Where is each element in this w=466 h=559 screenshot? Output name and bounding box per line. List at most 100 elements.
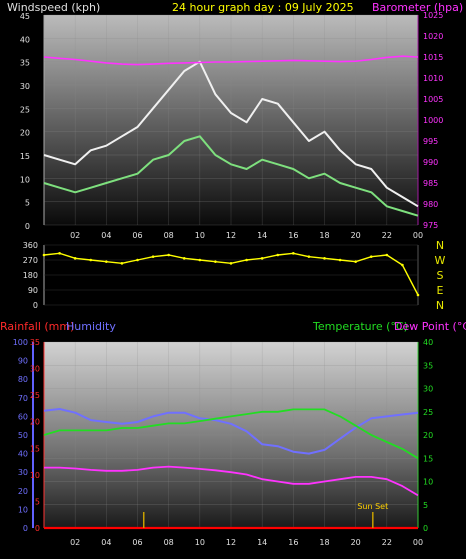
direction-point [369, 255, 373, 258]
pressure-tick-label: 995 [423, 137, 438, 146]
wind-x-tick-label: 04 [101, 231, 111, 240]
wind-tick-label: 20 [20, 129, 30, 138]
wind-x-tick-label: 14 [257, 231, 267, 240]
humidity-tick-label: 20 [18, 487, 28, 496]
wind-tick-label: 10 [20, 175, 30, 184]
temp-x-tick-label: 10 [195, 538, 205, 547]
temp-x-tick-label: 12 [226, 538, 236, 547]
rain-tick-label: 15 [30, 444, 40, 453]
humidity-tick-label: 0 [23, 524, 28, 533]
humidity-title: Humidity [66, 320, 116, 333]
humidity-tick-label: 100 [13, 338, 28, 347]
temperature-line [43, 408, 419, 460]
temp-x-tick-label: 18 [319, 538, 329, 547]
graph-date-title: 24 hour graph day : 09 July 2025 [172, 1, 354, 14]
direction-point [214, 260, 217, 263]
wind-tick-label: 30 [20, 82, 30, 91]
direction-tick-label: 270 [23, 256, 38, 265]
direction-point [354, 260, 357, 263]
temp-x-tick-label: 14 [257, 538, 267, 547]
humidity-tick-label: 50 [18, 431, 28, 440]
temp-tick-label: 10 [423, 478, 433, 487]
direction-point [151, 255, 155, 258]
rain-tick-label: 25 [30, 391, 40, 400]
wind-x-tick-label: 12 [226, 231, 236, 240]
direction-point [182, 257, 186, 260]
temp-x-tick-label: 08 [164, 538, 174, 547]
direction-point [198, 258, 202, 262]
pressure-tick-label: 985 [423, 179, 438, 188]
humidity-tick-label: 40 [18, 450, 28, 459]
sunset-label: Sun Set [357, 502, 388, 511]
pressure-tick-label: 1015 [423, 53, 443, 62]
barometer-title: Barometer (hpa) [372, 1, 463, 14]
rain-tick-label: 5 [35, 497, 40, 506]
temp-x-tick-label: 00 [413, 538, 423, 547]
pressure-tick-label: 980 [423, 200, 438, 209]
humidity-tick-label: 70 [18, 394, 28, 403]
direction-point [89, 258, 93, 262]
direction-point [338, 258, 342, 262]
humidity-tick-label: 90 [18, 357, 28, 366]
wind-average-line [43, 135, 419, 217]
direction-tick-label: 180 [23, 271, 38, 280]
direction-point [276, 253, 280, 257]
temp-x-tick-label: 20 [351, 538, 361, 547]
temp-tick-label: 0 [423, 524, 428, 533]
direction-point [120, 262, 124, 265]
pressure-tick-label: 1005 [423, 95, 443, 104]
wind-tick-label: 35 [20, 59, 30, 68]
direction-grid [44, 244, 418, 306]
rain-tick-label: 10 [30, 471, 40, 480]
temp-tick-label: 40 [423, 338, 433, 347]
temp-tick-label: 35 [423, 361, 433, 370]
humidity-line [43, 408, 419, 455]
direction-point [385, 253, 389, 257]
direction-point [416, 293, 420, 297]
pressure-tick-label: 1010 [423, 74, 443, 83]
direction-point [292, 252, 295, 255]
wind-tick-label: 15 [20, 152, 30, 161]
compass-label: N [436, 239, 444, 252]
wind-tick-label: 5 [25, 199, 30, 208]
compass-label: W [435, 254, 446, 267]
temp-x-tick-label: 22 [382, 538, 392, 547]
temp-x-tick-label: 06 [132, 538, 142, 547]
rain-tick-label: 20 [30, 418, 40, 427]
wind-x-tick-label: 20 [351, 231, 361, 240]
wind-tick-label: 25 [20, 105, 30, 114]
wind-x-tick-label: 22 [382, 231, 392, 240]
temp-tick-label: 25 [423, 408, 433, 417]
humidity-tick-label: 30 [18, 468, 28, 477]
pressure-tick-label: 1020 [423, 32, 443, 41]
rain-tick-label: 30 [30, 365, 40, 374]
direction-point [105, 260, 108, 263]
wind-x-tick-label: 18 [319, 231, 329, 240]
dewpoint-line [44, 465, 419, 497]
direction-series [42, 252, 420, 297]
humidity-tick-label: 60 [18, 412, 28, 421]
windspeed-title: Windspeed (kph) [7, 1, 100, 14]
direction-point [42, 253, 46, 257]
humidity-tick-label: 80 [18, 375, 28, 384]
temp-tick-label: 30 [423, 385, 433, 394]
wind-tick-label: 45 [20, 12, 30, 21]
barometer-line [43, 55, 419, 66]
temp-x-tick-label: 02 [70, 538, 80, 547]
temp-tick-label: 20 [423, 431, 433, 440]
wind-x-tick-label: 10 [195, 231, 205, 240]
direction-tick-label: 0 [33, 301, 38, 310]
rain-tick-label: 0 [35, 524, 40, 533]
wind-x-tick-label: 06 [132, 231, 142, 240]
direction-point [260, 257, 264, 260]
direction-point [58, 252, 61, 255]
wind-x-tick-label: 08 [164, 231, 174, 240]
wind-grid [44, 14, 419, 226]
wind-x-tick-label: 16 [288, 231, 298, 240]
temp-x-tick-label: 16 [288, 538, 298, 547]
direction-point [167, 253, 170, 257]
direction-point [73, 257, 77, 260]
direction-point [245, 258, 248, 262]
